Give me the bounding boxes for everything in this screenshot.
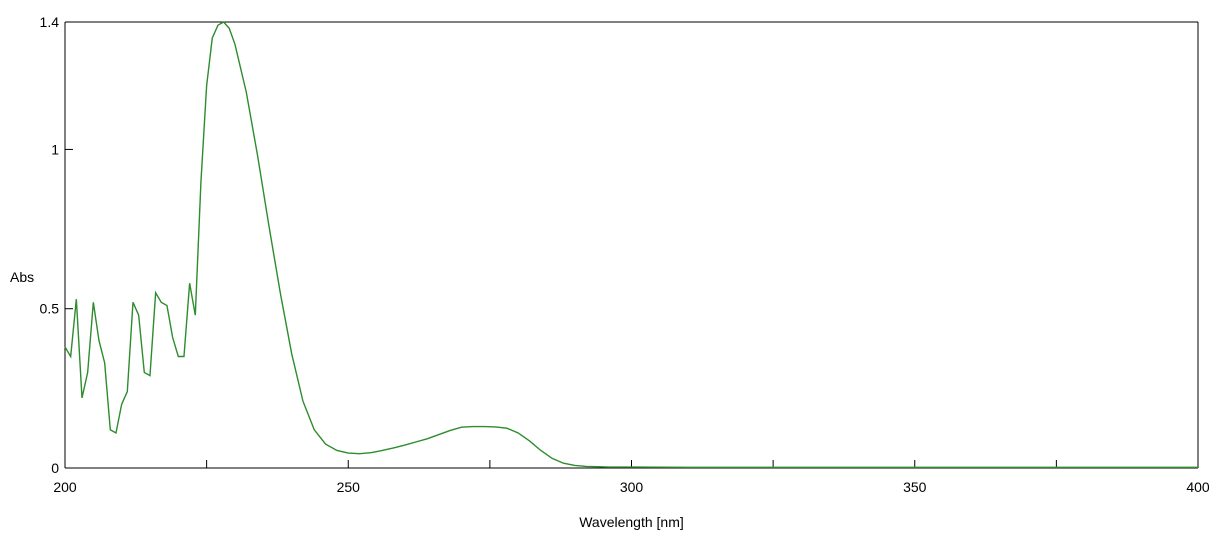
y-tick-label: 0 [51, 460, 59, 476]
x-tick-label: 250 [337, 479, 361, 495]
y-tick-label: 1.4 [40, 14, 60, 30]
x-axis-label: Wavelength [nm] [579, 514, 684, 530]
y-tick-label: 0.5 [40, 301, 60, 317]
x-tick-label: 300 [620, 479, 644, 495]
x-tick-label: 350 [903, 479, 927, 495]
x-tick-label: 200 [53, 479, 77, 495]
y-axis-label: Abs [10, 269, 34, 285]
x-tick-label: 400 [1186, 479, 1209, 495]
y-tick-label: 1 [51, 141, 59, 157]
absorbance-series-line [64, 21, 1198, 469]
axis-ticks: 200 250 300 350 400 0 0.5 1 1.4 [40, 14, 1209, 495]
